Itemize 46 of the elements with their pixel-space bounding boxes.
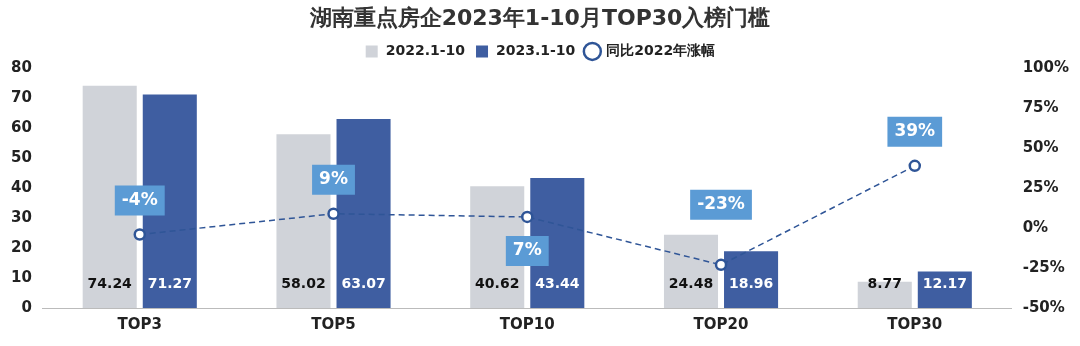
legend-label: 同比2022年涨幅 xyxy=(606,42,716,59)
y2-tick-label: 25% xyxy=(1022,178,1059,197)
point xyxy=(133,228,146,241)
y2-tick-label: 100% xyxy=(1022,58,1069,77)
point xyxy=(714,258,728,272)
y-tick-label: 10 xyxy=(11,267,32,286)
bar xyxy=(663,234,719,308)
data-label: 58.02 xyxy=(281,274,326,291)
data-label: 74.24 xyxy=(87,274,133,291)
y2-tick-label: -50% xyxy=(1022,297,1065,316)
legend-label: 2023.1-10 xyxy=(496,42,576,59)
y2-tick-label: 50% xyxy=(1022,138,1059,157)
point xyxy=(908,159,922,173)
chart-title: 湖南重点房企2023年1-10月TOP30入榜门槛 xyxy=(308,4,771,30)
point xyxy=(521,210,534,224)
legend-label: 2022.1-10 xyxy=(385,42,466,59)
data-label: 43.44 xyxy=(535,274,580,291)
data-label: -4% xyxy=(121,188,158,209)
point xyxy=(327,207,340,221)
y2-tick-label: 0% xyxy=(1022,218,1049,237)
data-label: 8.77 xyxy=(867,274,903,291)
y-tick-label: 50 xyxy=(11,148,32,167)
x-tick-label: TOP20 xyxy=(693,314,749,333)
data-label: 63.07 xyxy=(341,274,386,291)
data-label: 12.17 xyxy=(922,274,967,291)
y-tick-label: 80 xyxy=(11,58,32,77)
data-label: 40.62 xyxy=(475,274,520,291)
y2-tick-label: -25% xyxy=(1022,257,1065,276)
x-tick-label: TOP10 xyxy=(499,314,555,333)
x-tick-label: TOP3 xyxy=(117,314,162,333)
data-label: 71.27 xyxy=(147,274,192,291)
data-label: 18.96 xyxy=(728,274,774,291)
y2-tick-label: 75% xyxy=(1022,98,1059,117)
x-tick-label: TOP5 xyxy=(311,314,356,333)
y-tick-label: 0 xyxy=(21,297,32,316)
data-label: 39% xyxy=(894,120,936,141)
x-tick-label: TOP30 xyxy=(887,314,943,333)
data-label: 9% xyxy=(319,168,348,189)
y-tick-label: 60 xyxy=(11,118,32,137)
y-tick-label: 20 xyxy=(11,237,32,256)
data-label: 24.48 xyxy=(668,274,714,291)
y-tick-label: 70 xyxy=(11,88,32,107)
y-tick-label: 40 xyxy=(11,178,32,197)
y-tick-label: 30 xyxy=(11,208,32,227)
data-label: 7% xyxy=(512,239,542,260)
data-label: -23% xyxy=(697,193,745,214)
